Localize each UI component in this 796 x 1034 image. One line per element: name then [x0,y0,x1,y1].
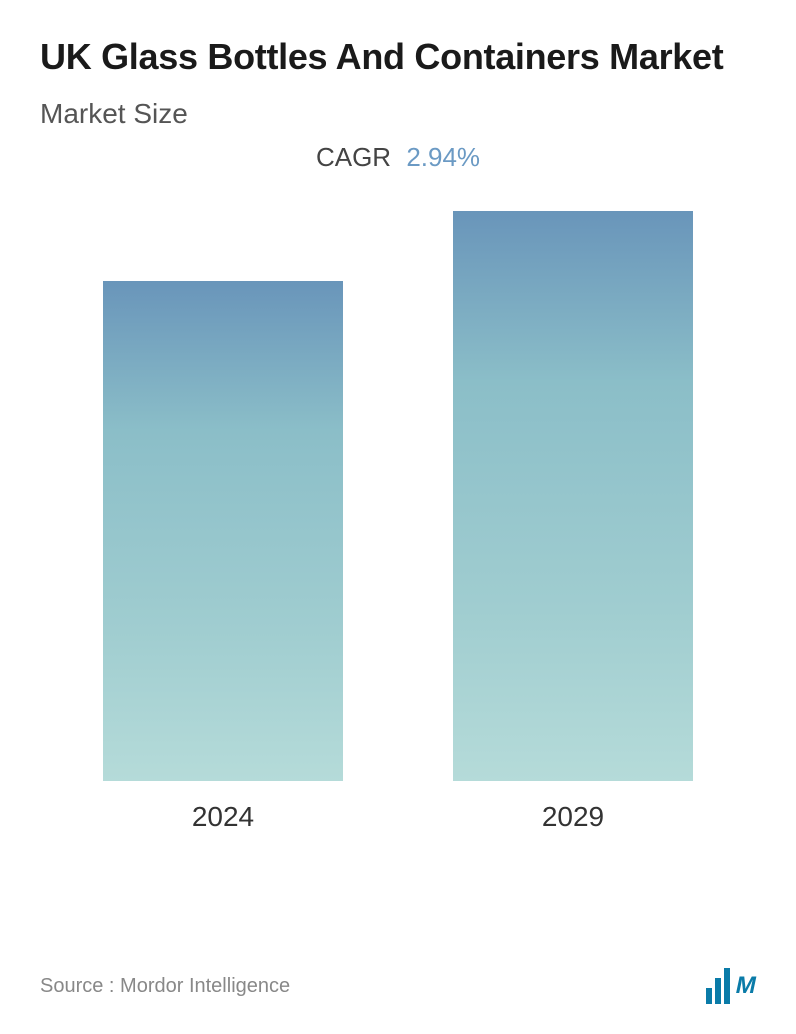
bar-group: 2029 [453,211,693,833]
chart-footer: Source : Mordor Intelligence M [40,968,756,1004]
bar [453,211,693,781]
bar-group: 2024 [103,281,343,833]
bar [103,281,343,781]
logo-bars-icon [706,968,730,1004]
bar-label: 2029 [542,801,604,833]
chart-subtitle: Market Size [40,98,756,130]
source-text: Source : Mordor Intelligence [40,975,290,998]
logo-bar-icon [724,968,730,1004]
cagr-label: CAGR [316,142,391,172]
cagr-row: CAGR 2.94% [40,142,756,173]
chart-area: 2024 2029 [40,233,756,833]
logo-bar-icon [715,978,721,1004]
brand-logo: M [706,968,756,1004]
logo-text: M [733,972,759,1000]
bar-label: 2024 [192,801,254,833]
logo-bar-icon [706,988,712,1004]
cagr-value: 2.94% [406,142,480,172]
chart-title: UK Glass Bottles And Containers Market [40,35,756,78]
